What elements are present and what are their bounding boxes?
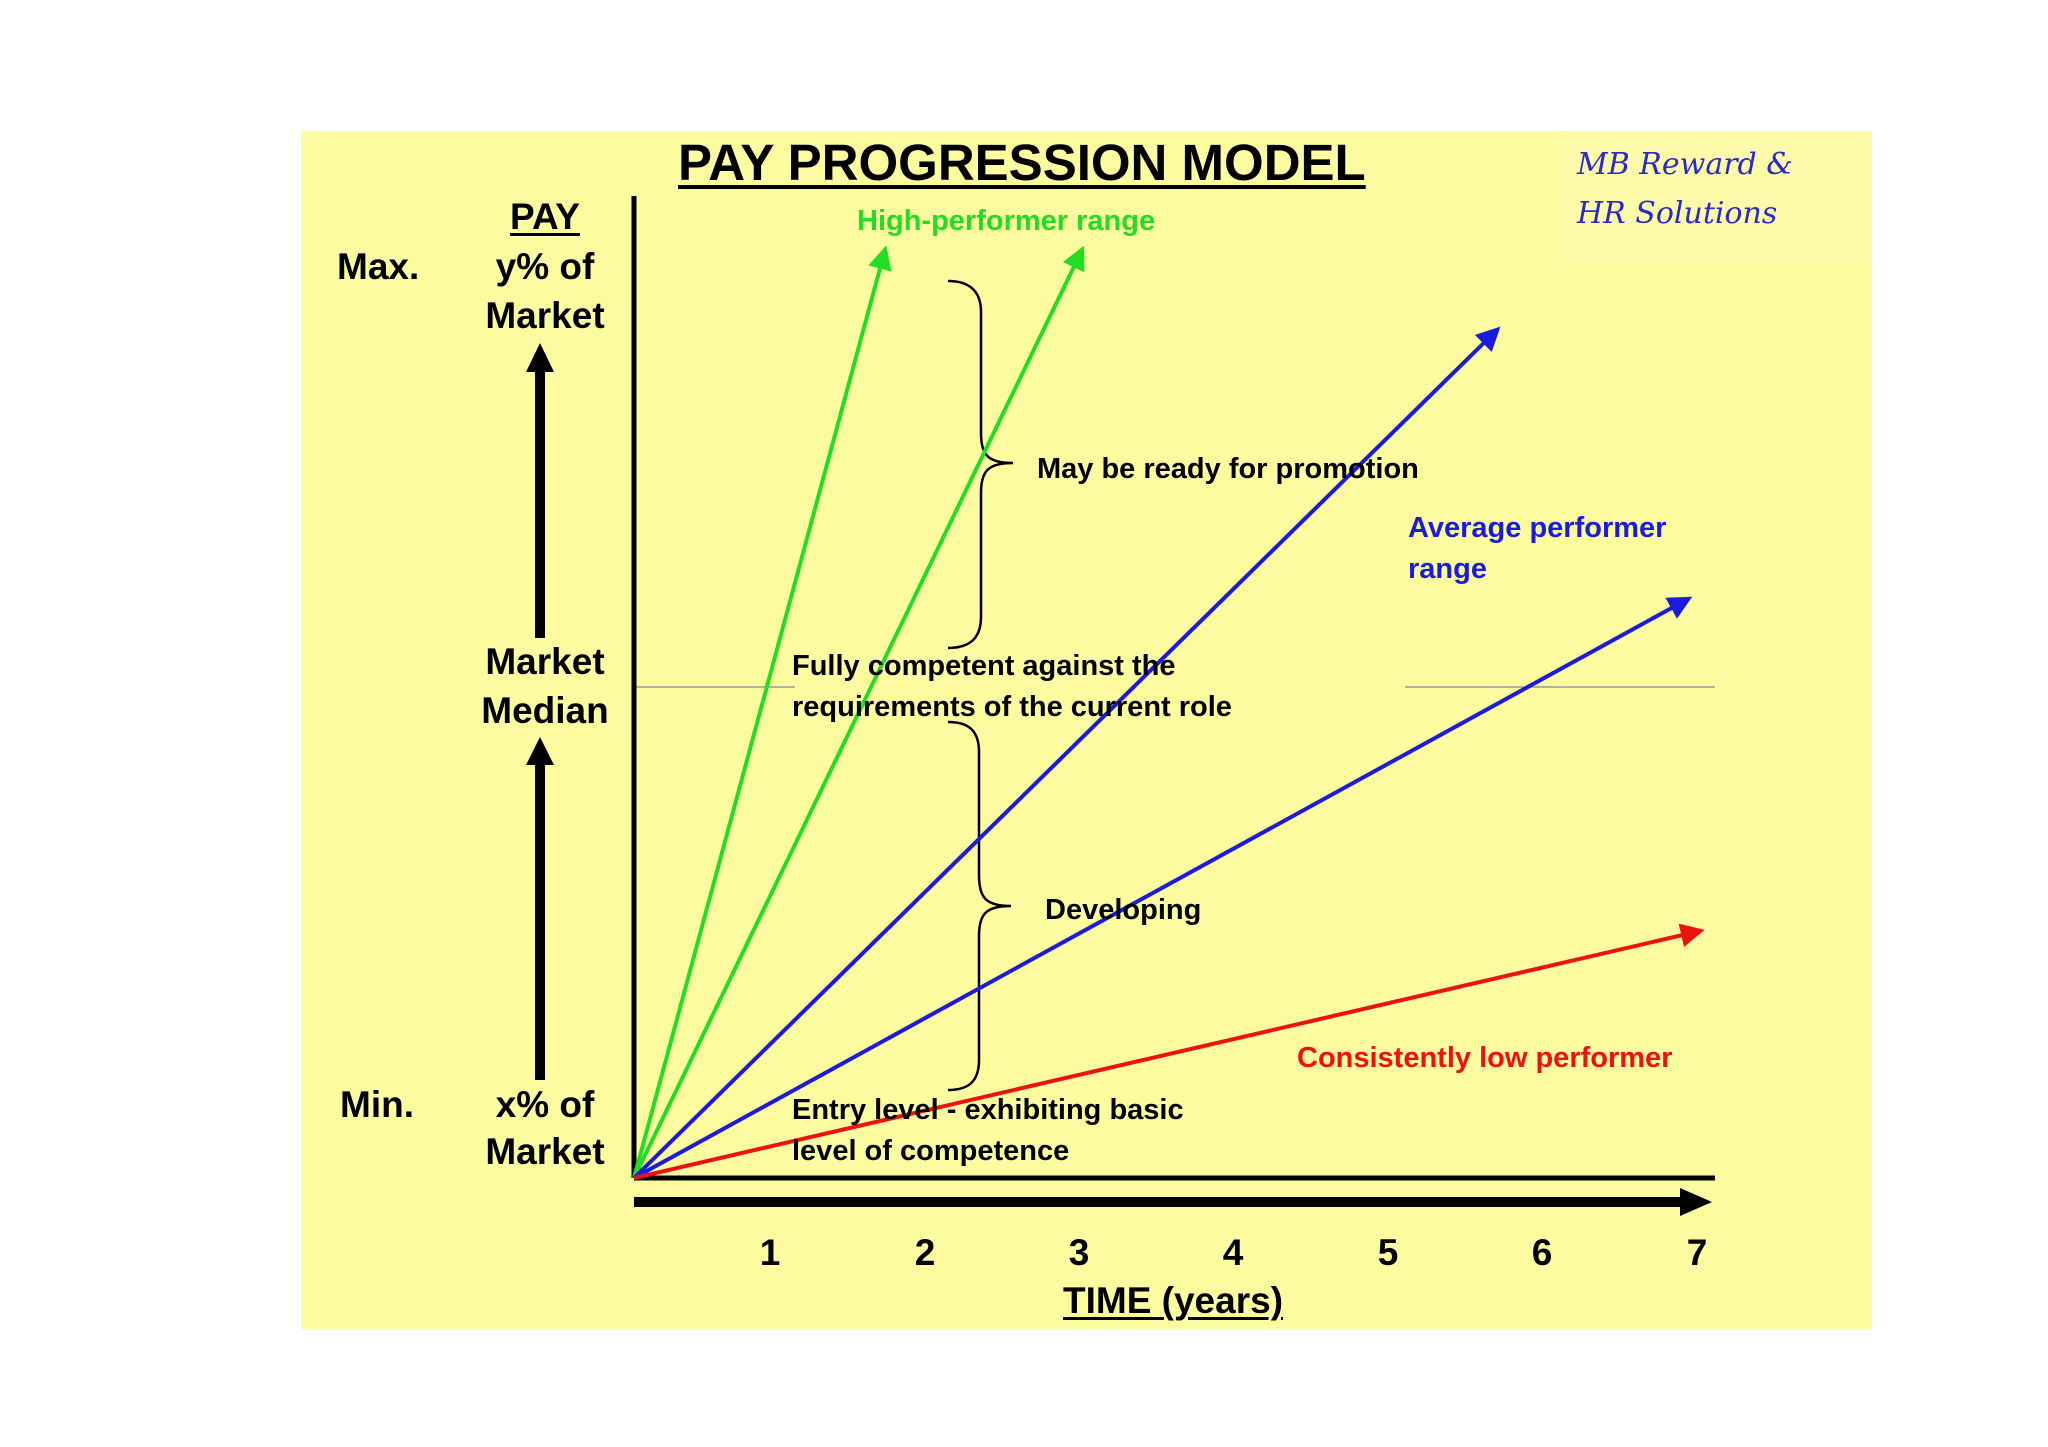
x-tick-label: 7 <box>1686 1232 1708 1273</box>
max-value-line-2: Market <box>485 295 605 336</box>
competent-label-line-1: Fully competent against the <box>792 650 1176 682</box>
average-performer-label-line-1: Average performer <box>1408 512 1667 544</box>
developing-label: Developing <box>1045 894 1202 926</box>
max-label: Max. <box>337 246 420 287</box>
x-tick-label: 5 <box>1377 1232 1399 1273</box>
right-arrow-icon <box>634 1188 1712 1216</box>
logo-panel <box>1563 131 1872 261</box>
average-performer-arrow-2 <box>633 596 1693 1180</box>
average-performer-arrow-1 <box>632 326 1501 1180</box>
median-label-line-2: Median <box>481 690 609 731</box>
min-value-line-2: Market <box>485 1131 605 1172</box>
up-arrow-icon <box>526 343 554 638</box>
high-performer-label: High-performer range <box>857 205 1156 237</box>
min-value-line-1: x% of <box>495 1084 595 1125</box>
median-label-line-1: Market <box>485 641 605 682</box>
competent-label-line-2: requirements of the current role <box>792 691 1232 723</box>
slide-background <box>301 131 1872 1329</box>
low-performer-label: Consistently low performer <box>1297 1042 1673 1074</box>
max-value-line-1: y% of <box>495 246 595 287</box>
promotion-label: May be ready for promotion <box>1037 453 1419 485</box>
entry-label-line-1: Entry level - exhibiting basic <box>792 1094 1184 1126</box>
x-tick-label: 3 <box>1068 1232 1090 1273</box>
curly-brace-icon <box>947 720 1012 1092</box>
average-performer-label-line-2: range <box>1408 553 1487 585</box>
x-tick-label: 6 <box>1531 1232 1553 1273</box>
x-tick-label: 2 <box>914 1232 936 1273</box>
high-performer-arrow-2 <box>632 245 1085 1179</box>
high-performer-arrow-1 <box>632 245 892 1179</box>
up-arrow-icon <box>526 737 554 1080</box>
logo-text-line-2: HR Solutions <box>1577 196 1778 231</box>
entry-label-line-2: level of competence <box>792 1135 1070 1167</box>
curly-brace-icon <box>947 279 1014 650</box>
x-axis-label: TIME (years) <box>1063 1280 1284 1321</box>
logo-text-line-1: MB Reward & <box>1577 147 1793 182</box>
x-tick-label: 4 <box>1222 1232 1244 1273</box>
page-title: PAY PROGRESSION MODEL <box>678 134 1366 191</box>
x-tick-label: 1 <box>759 1232 781 1273</box>
min-label: Min. <box>340 1084 414 1125</box>
pay-heading: PAY <box>510 196 580 237</box>
low-performer-arrow <box>633 923 1705 1180</box>
